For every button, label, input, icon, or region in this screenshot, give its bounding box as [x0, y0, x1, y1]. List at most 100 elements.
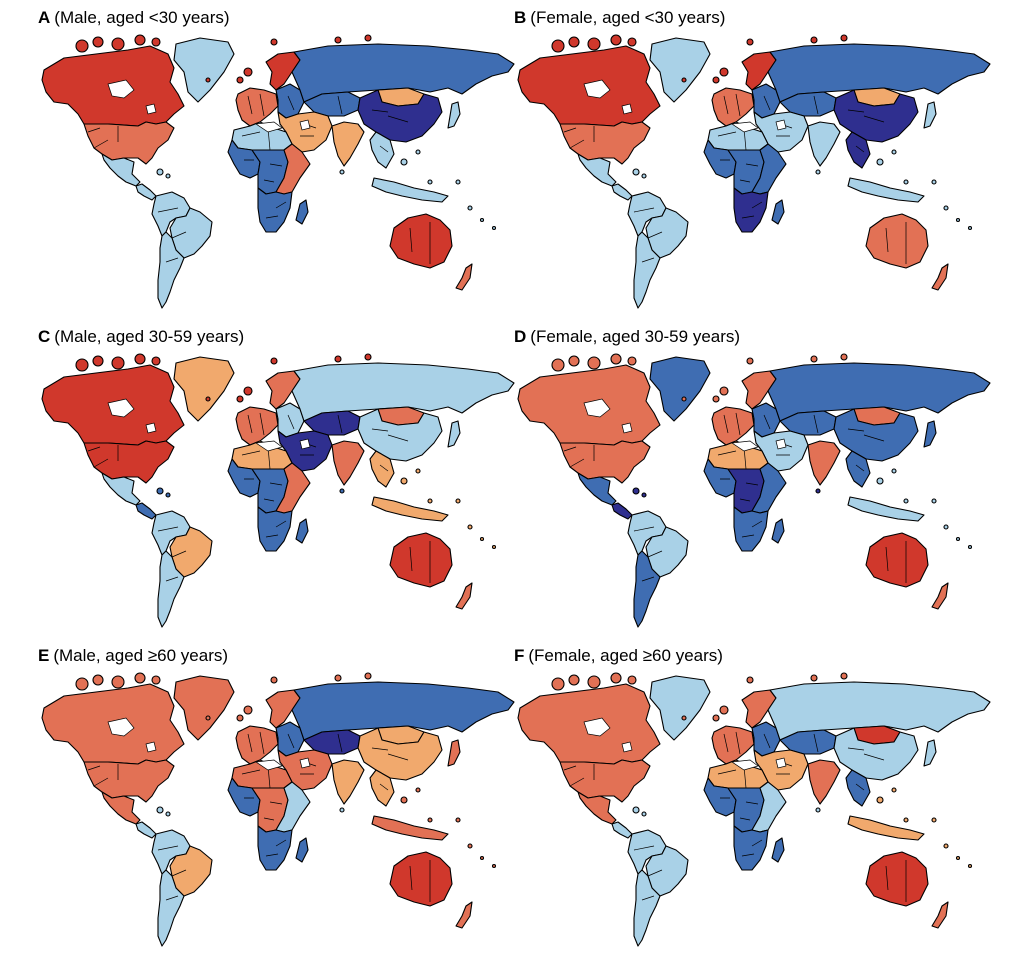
- country-border: [723, 93, 771, 117]
- region-central-america: [611, 821, 633, 839]
- region-west-africa: [703, 777, 737, 817]
- lakes: [583, 398, 787, 452]
- country-border: [409, 541, 431, 583]
- island: [891, 149, 897, 155]
- region-southeast-asia: [845, 769, 871, 807]
- country-border: [563, 445, 595, 468]
- island: [334, 674, 342, 682]
- region-southern-africa: [257, 825, 293, 871]
- panel-title: E (Male, aged ≥60 years): [38, 646, 228, 666]
- country-border: [723, 731, 771, 755]
- island: [243, 386, 253, 396]
- country-border: [371, 109, 409, 153]
- panel-title: A (Male, aged <30 years): [38, 8, 230, 28]
- region-south-america: [627, 829, 667, 875]
- panel-title: C (Male, aged 30-59 years): [38, 327, 244, 347]
- country-border: [157, 526, 187, 582]
- lake: [107, 717, 135, 737]
- islands: [75, 672, 497, 869]
- region-indonesia: [847, 496, 925, 522]
- island: [632, 487, 640, 495]
- island: [236, 714, 244, 722]
- region-argentina: [633, 869, 661, 947]
- island: [568, 36, 580, 48]
- island: [111, 675, 125, 689]
- island: [943, 843, 949, 849]
- region-usa: [83, 759, 175, 803]
- region-china: [833, 89, 919, 143]
- island: [92, 674, 104, 686]
- country-border: [847, 109, 885, 153]
- country-borders: [563, 93, 907, 264]
- region-australia: [865, 213, 929, 269]
- region-western-europe: [235, 87, 279, 127]
- island: [810, 36, 818, 44]
- country-border: [371, 428, 409, 472]
- region-madagascar: [771, 199, 785, 225]
- island: [415, 787, 421, 793]
- region-west-africa: [703, 458, 737, 498]
- island: [479, 217, 485, 223]
- region-new-zealand: [931, 901, 949, 929]
- region-japan: [447, 420, 461, 448]
- panel-letter: B: [514, 8, 527, 27]
- panel-title: B (Female, aged <30 years): [514, 8, 725, 28]
- country-border: [847, 428, 885, 472]
- region-south-america: [151, 191, 191, 237]
- region-mexico: [577, 791, 617, 825]
- island: [931, 498, 937, 504]
- islands: [551, 34, 973, 231]
- region-southern-africa: [733, 506, 769, 552]
- region-west-africa: [227, 777, 261, 817]
- region-new-zealand: [931, 263, 949, 291]
- island: [479, 536, 485, 542]
- region-russia: [767, 681, 991, 741]
- island: [681, 396, 687, 402]
- region-south-america: [627, 191, 667, 237]
- lake: [621, 422, 633, 434]
- island: [427, 179, 433, 185]
- region-russia: [291, 681, 515, 741]
- region-southeast-asia: [369, 769, 395, 807]
- country-border: [247, 412, 295, 436]
- region-mexico: [101, 472, 141, 506]
- island: [455, 817, 461, 823]
- country-border: [241, 446, 287, 538]
- island: [339, 807, 345, 813]
- region-new-zealand: [455, 901, 473, 929]
- region-western-europe: [235, 725, 279, 765]
- region-central-america: [135, 502, 157, 520]
- island: [165, 811, 171, 817]
- world-map: [514, 32, 1014, 318]
- island: [339, 169, 345, 175]
- map-regions: [517, 675, 991, 947]
- panel-letter: C: [38, 327, 51, 346]
- island: [891, 468, 897, 474]
- region-japan: [923, 739, 937, 767]
- region-australia: [865, 532, 929, 588]
- island: [931, 817, 937, 823]
- region-china: [357, 89, 443, 143]
- island: [719, 386, 729, 396]
- lake: [731, 440, 759, 452]
- region-scandinavia: [265, 370, 301, 410]
- country-borders: [563, 731, 907, 902]
- island: [165, 173, 171, 179]
- country-border: [241, 765, 287, 857]
- region-scandinavia: [741, 370, 777, 410]
- island: [134, 672, 146, 684]
- region-greenland: [649, 675, 711, 741]
- country-border: [241, 127, 287, 219]
- island: [568, 355, 580, 367]
- region-usa: [559, 440, 651, 484]
- region-scandinavia: [741, 51, 777, 91]
- island: [931, 179, 937, 185]
- region-indonesia: [371, 496, 449, 522]
- region-china: [357, 408, 443, 462]
- lakes: [107, 79, 311, 133]
- region-scandinavia: [265, 51, 301, 91]
- lakes: [107, 398, 311, 452]
- island: [746, 38, 754, 46]
- lakes: [583, 79, 787, 133]
- island: [943, 205, 949, 211]
